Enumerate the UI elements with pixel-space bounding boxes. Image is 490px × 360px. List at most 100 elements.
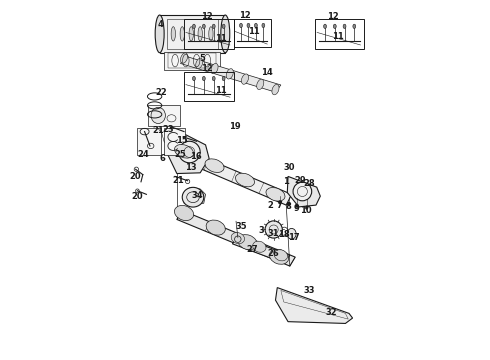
Ellipse shape — [212, 76, 215, 81]
Text: 31: 31 — [268, 229, 279, 238]
Text: 28: 28 — [304, 179, 316, 188]
Ellipse shape — [196, 58, 203, 68]
Ellipse shape — [193, 76, 196, 81]
Ellipse shape — [174, 144, 194, 158]
Ellipse shape — [221, 15, 230, 53]
Ellipse shape — [323, 24, 326, 28]
Text: 1: 1 — [283, 177, 289, 186]
Ellipse shape — [293, 182, 312, 201]
FancyBboxPatch shape — [148, 105, 180, 126]
Text: 2: 2 — [267, 201, 273, 210]
Ellipse shape — [295, 204, 298, 208]
Ellipse shape — [171, 27, 175, 41]
Text: 11: 11 — [248, 27, 260, 36]
Ellipse shape — [254, 23, 257, 28]
Ellipse shape — [343, 24, 346, 28]
Text: 4: 4 — [158, 19, 164, 28]
Text: 11: 11 — [215, 86, 226, 95]
Text: 6: 6 — [160, 154, 166, 163]
Polygon shape — [168, 127, 209, 174]
Text: 20: 20 — [130, 172, 142, 181]
Ellipse shape — [253, 241, 266, 252]
Polygon shape — [164, 51, 220, 69]
Text: 12: 12 — [327, 12, 339, 21]
Text: 13: 13 — [185, 163, 197, 172]
Ellipse shape — [155, 15, 164, 53]
Text: 21: 21 — [152, 126, 164, 135]
Text: 23: 23 — [162, 125, 174, 134]
Text: 24: 24 — [137, 150, 148, 159]
Text: 25: 25 — [174, 150, 186, 159]
Text: 27: 27 — [246, 246, 258, 255]
Polygon shape — [177, 148, 292, 205]
Ellipse shape — [274, 250, 288, 261]
FancyBboxPatch shape — [137, 128, 161, 155]
Ellipse shape — [179, 141, 200, 163]
Text: 12: 12 — [201, 64, 213, 73]
Polygon shape — [177, 211, 295, 266]
Text: 33: 33 — [304, 285, 315, 294]
Ellipse shape — [353, 24, 356, 28]
Text: 20: 20 — [132, 192, 143, 201]
Ellipse shape — [305, 206, 308, 210]
Ellipse shape — [151, 107, 166, 123]
Ellipse shape — [212, 24, 215, 28]
Ellipse shape — [287, 202, 290, 206]
Ellipse shape — [333, 24, 336, 28]
Ellipse shape — [180, 27, 184, 41]
Ellipse shape — [287, 228, 296, 239]
Text: 15: 15 — [176, 136, 188, 145]
Ellipse shape — [242, 74, 248, 84]
Ellipse shape — [270, 249, 289, 264]
Polygon shape — [180, 56, 281, 92]
Text: 35: 35 — [236, 222, 247, 231]
Polygon shape — [160, 15, 225, 53]
Text: 32: 32 — [325, 308, 337, 317]
Ellipse shape — [278, 201, 281, 204]
Ellipse shape — [180, 53, 188, 63]
Text: 5: 5 — [199, 54, 205, 63]
Ellipse shape — [222, 76, 225, 81]
Ellipse shape — [236, 173, 254, 187]
Text: 16: 16 — [190, 152, 201, 161]
Ellipse shape — [272, 85, 279, 95]
Text: 30: 30 — [283, 163, 294, 172]
Ellipse shape — [247, 23, 250, 28]
Ellipse shape — [174, 206, 194, 221]
Polygon shape — [275, 288, 353, 323]
Polygon shape — [287, 176, 320, 207]
Text: 21: 21 — [173, 176, 185, 185]
Ellipse shape — [198, 27, 202, 41]
Ellipse shape — [206, 220, 225, 235]
Text: 22: 22 — [155, 87, 167, 96]
Text: 17: 17 — [288, 233, 299, 242]
FancyBboxPatch shape — [164, 128, 185, 155]
Text: 9: 9 — [294, 204, 299, 213]
Text: 7: 7 — [276, 201, 282, 210]
Ellipse shape — [231, 233, 245, 244]
Ellipse shape — [262, 23, 265, 28]
Text: 12: 12 — [239, 10, 251, 19]
Ellipse shape — [266, 188, 285, 201]
Ellipse shape — [226, 69, 233, 79]
Ellipse shape — [240, 23, 243, 28]
Ellipse shape — [209, 27, 213, 41]
Ellipse shape — [222, 24, 225, 28]
Text: 3: 3 — [258, 226, 264, 235]
Text: 34: 34 — [192, 191, 203, 200]
Ellipse shape — [189, 27, 194, 41]
Text: 19: 19 — [229, 122, 241, 131]
Text: 10: 10 — [300, 206, 312, 215]
Ellipse shape — [202, 24, 205, 28]
Ellipse shape — [193, 24, 196, 28]
Ellipse shape — [238, 235, 257, 250]
Text: 11: 11 — [332, 32, 344, 41]
Text: 18: 18 — [278, 230, 290, 239]
Ellipse shape — [265, 221, 282, 238]
Ellipse shape — [211, 63, 218, 74]
Ellipse shape — [257, 79, 264, 90]
Text: 11: 11 — [215, 34, 226, 43]
Polygon shape — [232, 236, 290, 263]
Text: 29: 29 — [295, 176, 306, 185]
Ellipse shape — [182, 187, 204, 207]
